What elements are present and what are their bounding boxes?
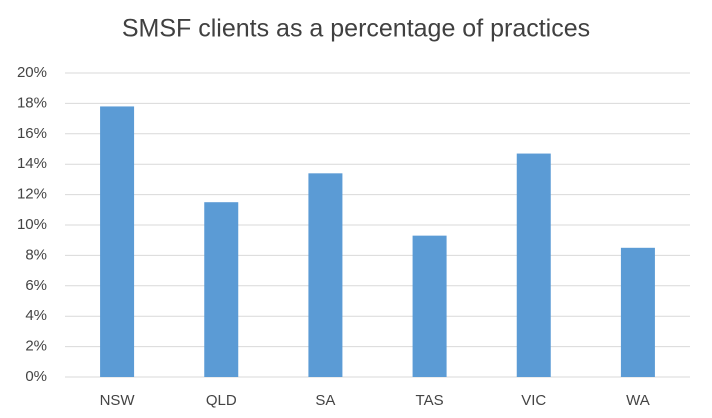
x-tick-label: VIC (521, 392, 546, 409)
bar (412, 235, 447, 377)
x-tick-label: NSW (100, 392, 136, 409)
bar (204, 202, 239, 377)
y-tick-label: 18% (17, 94, 47, 111)
y-tick-label: 6% (25, 277, 47, 294)
y-tick-label: 16% (17, 125, 47, 142)
bar (620, 247, 655, 377)
y-tick-label: 8% (25, 246, 47, 263)
y-tick-label: 0% (25, 368, 47, 385)
y-tick-label: 12% (17, 186, 47, 203)
y-tick-label: 4% (25, 307, 47, 324)
y-tick-label: 2% (25, 338, 47, 355)
x-tick-label: TAS (416, 392, 444, 409)
x-tick-label: QLD (206, 392, 237, 409)
y-tick-label: 14% (17, 155, 47, 172)
y-tick-label: 10% (17, 216, 47, 233)
x-tick-label: SA (315, 392, 335, 409)
x-tick-label: WA (626, 392, 650, 409)
y-tick-label: 20% (17, 64, 47, 81)
bar (516, 153, 551, 377)
chart-title: SMSF clients as a percentage of practice… (122, 15, 590, 43)
bar (100, 106, 135, 377)
bar (308, 173, 343, 377)
